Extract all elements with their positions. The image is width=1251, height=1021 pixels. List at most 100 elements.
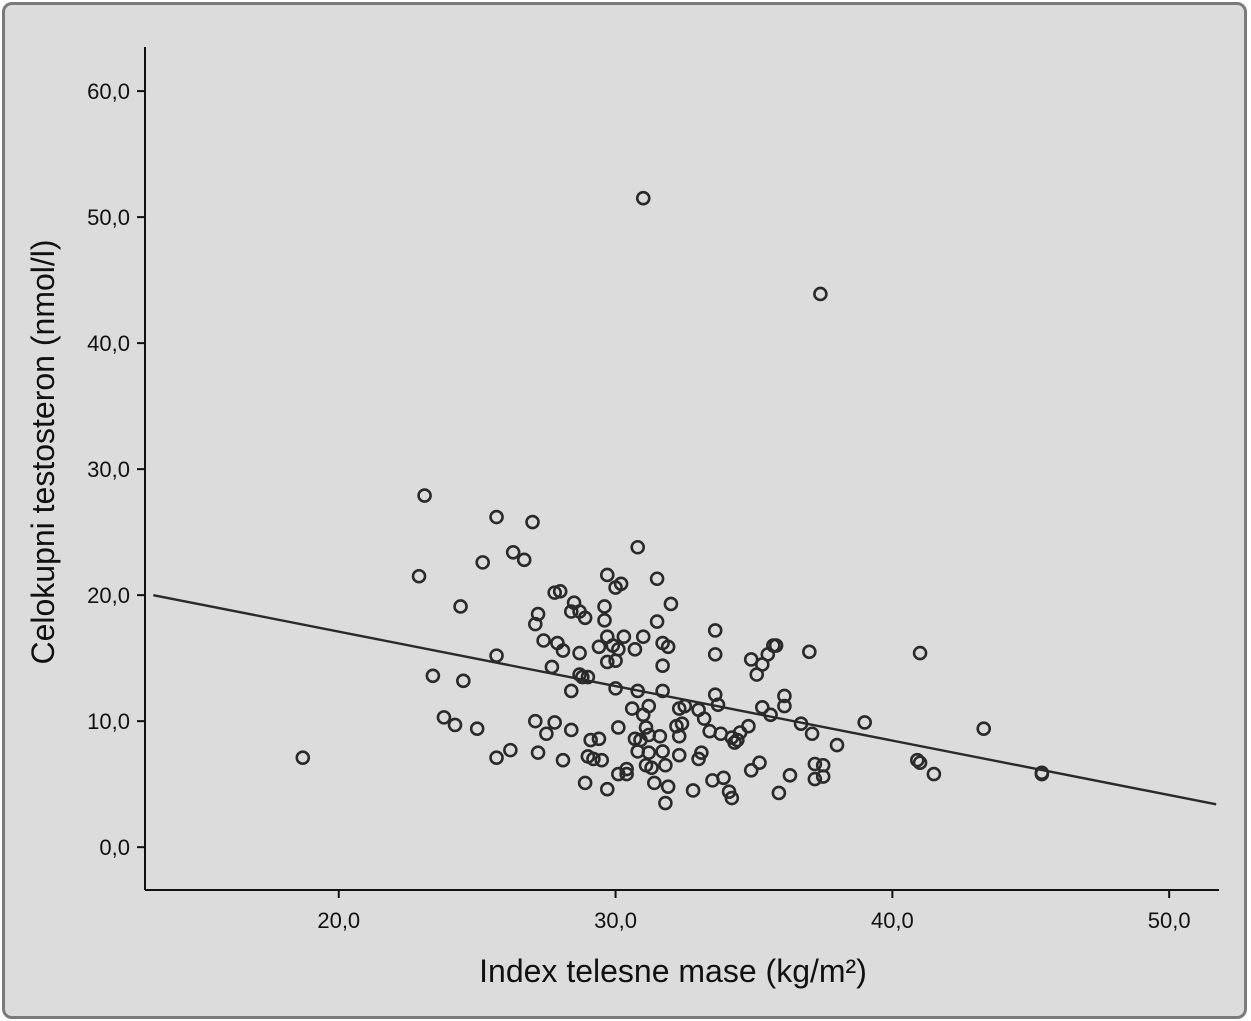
- data-point: [741, 718, 756, 734]
- y-tick-label: 0,0: [99, 835, 130, 860]
- data-points: [295, 190, 1050, 811]
- data-point: [638, 720, 654, 735]
- data-point: [660, 639, 676, 655]
- y-tick-label: 50,0: [87, 205, 130, 230]
- data-point: [475, 555, 491, 570]
- data-point: [807, 756, 823, 772]
- data-point: [580, 669, 596, 685]
- data-point: [619, 766, 634, 782]
- data-point: [807, 771, 823, 787]
- x-tick-label: 20,0: [317, 908, 360, 933]
- data-point: [635, 190, 651, 206]
- y-tick-label: 10,0: [87, 709, 130, 734]
- data-point: [547, 715, 562, 730]
- data-point: [630, 683, 646, 699]
- y-tick-label: 20,0: [87, 583, 130, 608]
- data-point: [572, 645, 587, 661]
- data-point: [754, 699, 770, 715]
- data-point: [525, 514, 540, 530]
- data-point: [641, 745, 657, 760]
- data-point: [815, 769, 831, 784]
- data-point: [644, 760, 659, 776]
- data-point: [425, 668, 441, 684]
- data-point: [597, 599, 612, 614]
- x-axis-title: Index telesne mase (kg/m²): [479, 953, 867, 989]
- data-point: [503, 742, 518, 758]
- data-point: [663, 596, 679, 612]
- data-point: [611, 642, 626, 657]
- data-point: [527, 713, 543, 729]
- data-point: [555, 752, 571, 768]
- data-point: [563, 683, 579, 699]
- data-point: [802, 644, 817, 660]
- x-tick-label: 30,0: [594, 908, 637, 933]
- data-point: [716, 770, 731, 786]
- data-point: [647, 775, 662, 791]
- data-point: [505, 544, 521, 560]
- data-point: [694, 745, 709, 760]
- data-point: [649, 571, 665, 587]
- data-point: [536, 633, 551, 648]
- data-point: [635, 629, 651, 645]
- y-tick-label: 60,0: [87, 79, 130, 104]
- data-point: [658, 795, 673, 811]
- data-point: [655, 658, 670, 674]
- data-point: [436, 710, 452, 725]
- data-point: [544, 659, 560, 675]
- data-point: [552, 584, 568, 599]
- data-point: [671, 747, 687, 763]
- data-point: [591, 639, 607, 655]
- data-point: [707, 623, 723, 638]
- data-point: [611, 720, 626, 735]
- data-point: [599, 567, 615, 583]
- data-point: [763, 707, 778, 723]
- data-point: [777, 698, 792, 714]
- data-point: [411, 568, 427, 584]
- data-point: [608, 681, 623, 696]
- data-point: [909, 752, 925, 768]
- data-point: [599, 654, 615, 670]
- data-point: [599, 781, 615, 797]
- data-point: [660, 779, 676, 794]
- tick-labels: 20,0 30,0 40,0 50,0 0,0 10,0 20,0 30,0 40,0 50,0 6…: [87, 79, 1190, 933]
- data-point: [652, 728, 668, 744]
- data-point: [594, 752, 610, 768]
- data-point: [685, 783, 701, 798]
- data-point: [857, 715, 872, 730]
- data-point: [453, 599, 468, 614]
- x-tick-label: 50,0: [1148, 908, 1191, 933]
- data-point: [489, 750, 504, 765]
- y-tick-label: 30,0: [87, 457, 130, 482]
- data-point: [624, 701, 640, 716]
- data-point: [658, 757, 673, 773]
- data-point: [577, 610, 593, 626]
- data-point: [707, 647, 723, 662]
- data-point: [641, 698, 657, 714]
- data-point: [777, 688, 792, 704]
- data-point: [530, 745, 546, 760]
- axis-ticks: [137, 90, 1171, 898]
- data-point: [563, 722, 579, 738]
- data-point: [771, 785, 787, 801]
- data-point: [752, 755, 767, 771]
- data-point: [489, 648, 504, 663]
- y-axis-title: Celokupni testosteron (nmol/l): [25, 239, 61, 664]
- data-point: [743, 762, 759, 778]
- data-point: [456, 673, 471, 689]
- data-point: [655, 683, 670, 699]
- data-point: [489, 509, 504, 525]
- data-point: [616, 629, 632, 645]
- data-point: [1034, 766, 1050, 782]
- data-point: [655, 744, 670, 759]
- data-point: [597, 613, 612, 628]
- data-point: [530, 606, 546, 622]
- data-point: [516, 552, 532, 568]
- x-tick-label: 40,0: [871, 908, 914, 933]
- data-point: [710, 697, 726, 713]
- data-point: [295, 750, 311, 765]
- data-point: [677, 698, 693, 714]
- data-point: [630, 539, 646, 555]
- data-point: [813, 286, 828, 302]
